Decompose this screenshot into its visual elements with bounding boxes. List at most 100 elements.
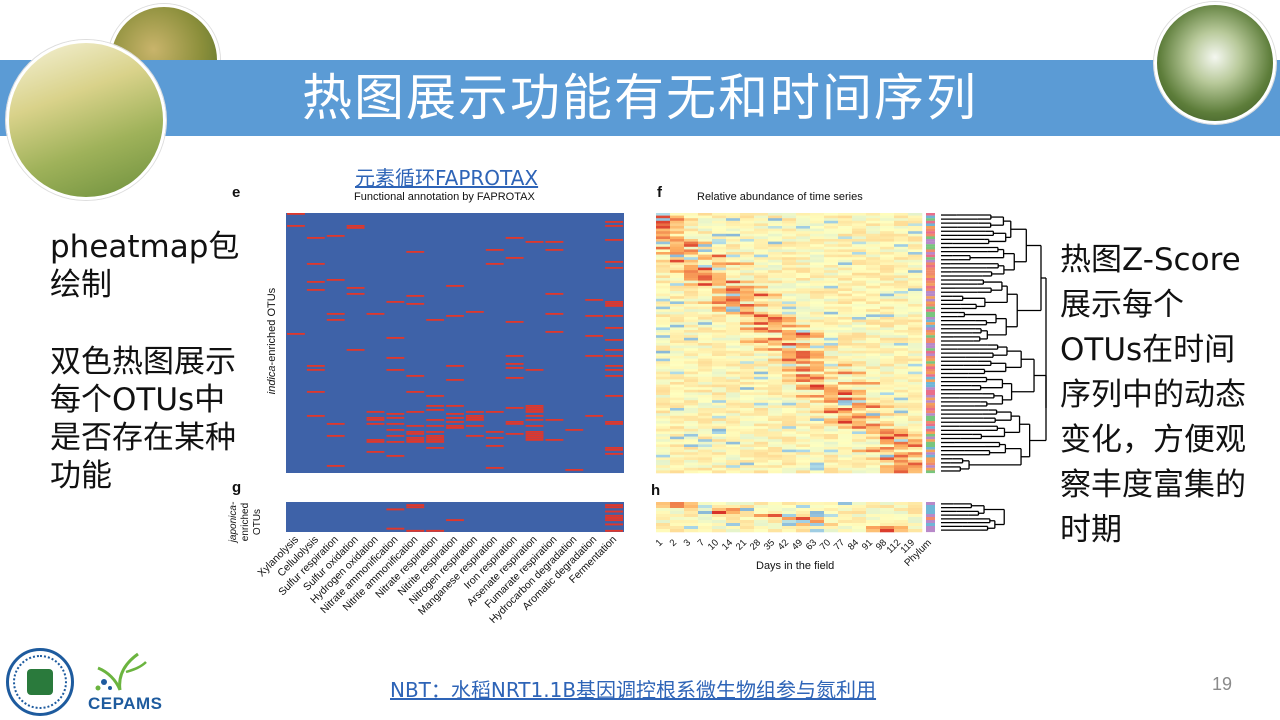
heatmap-f-cell bbox=[824, 296, 839, 300]
heatmap-f-cell bbox=[768, 283, 783, 287]
heatmap-f-cell bbox=[656, 241, 671, 245]
heatmap-f-cell bbox=[810, 415, 825, 419]
heatmap-f-cell bbox=[684, 228, 699, 232]
heatmap-f-cell bbox=[908, 439, 923, 443]
heatmap-f-cell bbox=[656, 350, 671, 354]
heatmap-f-cell bbox=[740, 267, 755, 271]
heatmap-f-cell bbox=[726, 379, 741, 383]
heatmap-f-cell bbox=[866, 460, 881, 463]
heatmap-h-cell bbox=[768, 514, 783, 518]
heatmap-f-cell bbox=[908, 361, 923, 365]
heatmap-f-cell bbox=[782, 418, 797, 422]
phylum-bar bbox=[926, 244, 935, 247]
heatmap-f-cell bbox=[754, 267, 769, 271]
heatmap-f-cell bbox=[740, 353, 755, 357]
heatmap-f-cell bbox=[838, 220, 853, 224]
heatmap-f-cell bbox=[782, 457, 797, 461]
heatmap-f-cell bbox=[838, 262, 853, 266]
heatmap-f-cell bbox=[768, 231, 783, 235]
heatmap-f-cell bbox=[782, 379, 797, 383]
heatmap-f-cell bbox=[670, 249, 685, 253]
heatmap-f-cell bbox=[754, 395, 769, 398]
heatmap-f-cell bbox=[670, 392, 685, 396]
heatmap-f-cell bbox=[908, 418, 923, 422]
heatmap-f-cell bbox=[782, 441, 797, 445]
heatmap-f-cell bbox=[880, 358, 895, 362]
heatmap-f-cell bbox=[824, 337, 839, 341]
heatmap-f-cell bbox=[670, 408, 685, 411]
heatmap-f-cell bbox=[768, 330, 783, 333]
heatmap-f-cell bbox=[838, 454, 853, 458]
heatmap-h-cell bbox=[684, 520, 699, 524]
heatmap-f-cell bbox=[684, 267, 699, 271]
heatmap-f-cell bbox=[880, 353, 895, 357]
heatmap-f-cell bbox=[698, 428, 713, 432]
heatmap-f-cell bbox=[740, 314, 755, 318]
phylum-bar bbox=[926, 345, 935, 349]
heatmap-f-cell bbox=[768, 309, 783, 313]
heatmap-f-cell bbox=[768, 285, 783, 289]
heatmap-f-cell bbox=[866, 408, 881, 411]
heatmap-f-cell bbox=[796, 395, 811, 398]
heatmap-f-cell bbox=[838, 408, 853, 411]
heatmap-f-cell bbox=[810, 239, 825, 242]
heatmap-f-cell bbox=[684, 353, 699, 357]
heatmap-f-cell bbox=[852, 246, 867, 250]
heatmap-h-cell bbox=[726, 529, 741, 533]
heatmap-h-cell bbox=[908, 523, 923, 527]
heatmap-f-cell bbox=[866, 291, 881, 294]
heatmap-f-cell bbox=[782, 408, 797, 411]
heatmap-f-cell bbox=[726, 218, 741, 222]
heatmap-f-cell bbox=[698, 223, 713, 227]
heatmap-f-cell bbox=[684, 397, 699, 401]
heatmap-f-cell bbox=[670, 410, 685, 414]
heatmap-f-cell bbox=[684, 405, 699, 409]
heatmap-f-cell bbox=[880, 304, 895, 307]
heatmap-f-cell bbox=[880, 387, 895, 391]
heatmap-f-cell bbox=[754, 389, 769, 393]
heatmap-f-cell bbox=[726, 311, 741, 315]
heatmap-h-cell bbox=[824, 514, 839, 518]
heatmap-f-cell bbox=[866, 226, 881, 229]
heatmap-f-cell bbox=[782, 335, 797, 339]
reference-link[interactable]: NBT：水稻NRT1.1B基因调控根系微生物组参与氮利用 bbox=[390, 678, 877, 702]
heatmap-f-cell bbox=[754, 345, 769, 349]
heatmap-f-cell bbox=[656, 356, 671, 359]
heatmap-f-cell bbox=[852, 454, 867, 458]
heatmap-f-cell bbox=[740, 423, 755, 427]
phylum-bar bbox=[926, 327, 935, 331]
heatmap-f-cell bbox=[866, 348, 881, 352]
phylum-bar bbox=[926, 379, 935, 383]
heatmap-f-cell bbox=[880, 322, 895, 326]
heatmap-g-cell bbox=[406, 506, 425, 509]
heatmap-f-cell bbox=[908, 467, 923, 471]
heatmap-f-cell bbox=[726, 366, 741, 370]
heatmap-f-cell bbox=[796, 337, 811, 341]
heatmap-f-cell bbox=[782, 358, 797, 362]
heatmap-f-cell bbox=[796, 223, 811, 227]
heatmap-h-cell bbox=[824, 505, 839, 509]
heatmap-f-cell bbox=[894, 462, 909, 466]
heatmap-f-cell bbox=[768, 304, 783, 307]
heatmap-f-cell bbox=[684, 249, 699, 253]
faprotax-link[interactable]: 元素循环FAPROTAX bbox=[355, 166, 539, 190]
heatmap-h-cell bbox=[712, 526, 727, 530]
heatmap-f-cell bbox=[656, 278, 671, 281]
heatmap-f-cell bbox=[852, 408, 867, 411]
heatmap-h-cell bbox=[768, 526, 783, 530]
heatmap-f-cell bbox=[656, 467, 671, 471]
heatmap-f-cell bbox=[768, 434, 783, 437]
heatmap-f-cell bbox=[782, 228, 797, 232]
heatmap-f-cell bbox=[880, 418, 895, 422]
heatmap-f-cell bbox=[880, 301, 895, 305]
heatmap-f-cell bbox=[824, 220, 839, 224]
heatmap-f-cell bbox=[838, 444, 853, 448]
heatmap-f-cell bbox=[796, 460, 811, 463]
heatmap-f-cell bbox=[894, 291, 909, 294]
heatmap-f-cell bbox=[782, 233, 797, 237]
heatmap-f-cell bbox=[852, 395, 867, 398]
heatmap-f-cell bbox=[698, 335, 713, 339]
heatmap-f-cell bbox=[726, 444, 741, 448]
heatmap-e-cell bbox=[485, 263, 504, 265]
heatmap-f-cell bbox=[754, 296, 769, 300]
